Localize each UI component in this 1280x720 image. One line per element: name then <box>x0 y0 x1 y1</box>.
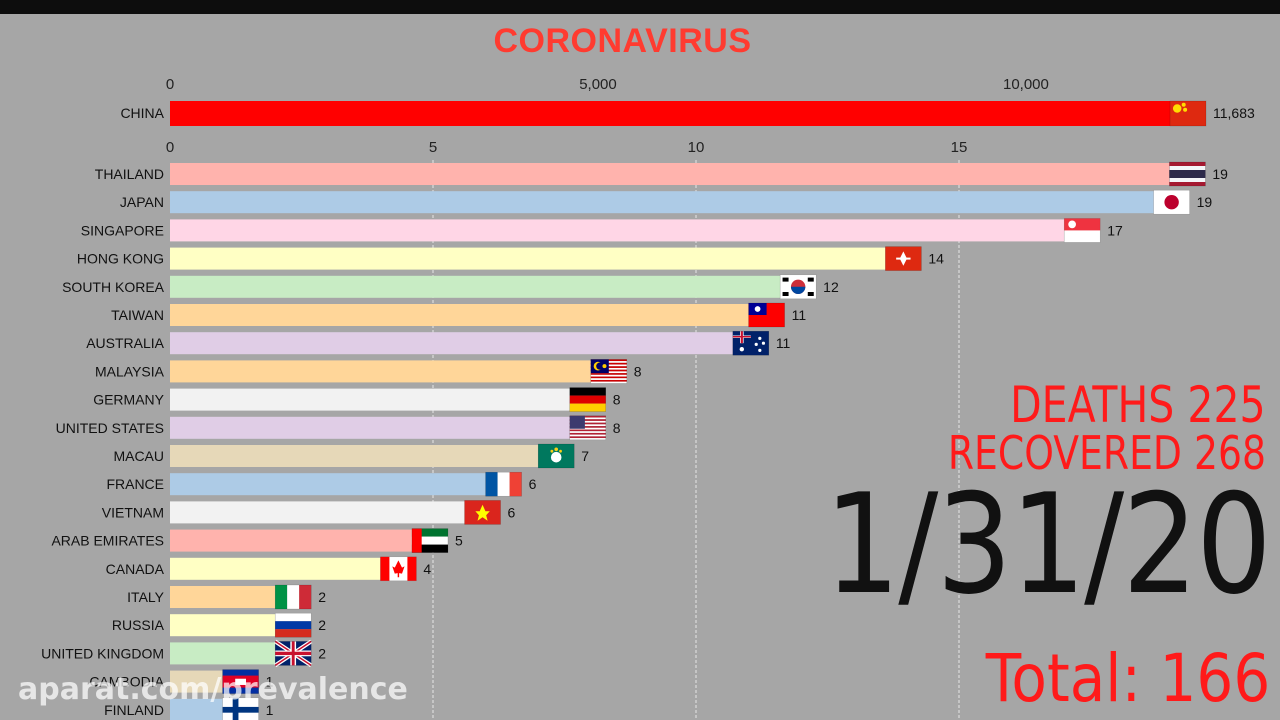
finland-flag-icon <box>222 697 259 720</box>
bar <box>170 416 570 439</box>
bar <box>170 163 1170 185</box>
category-label: FINLAND <box>104 702 164 718</box>
category-label: CHINA <box>120 105 164 121</box>
bar <box>170 332 733 355</box>
bar <box>170 614 276 637</box>
bar <box>170 473 486 496</box>
category-label: CANADA <box>106 561 165 577</box>
current-date: 1/31/20 <box>824 464 1272 625</box>
southkorea-flag-icon <box>779 274 817 300</box>
macau-flag-icon <box>537 443 575 469</box>
value-label: 14 <box>928 251 944 267</box>
value-label: 8 <box>613 420 621 436</box>
china-flag-icon <box>1169 100 1207 127</box>
vietnam-flag-icon <box>464 500 501 525</box>
bar <box>170 101 1170 126</box>
malaysia-flag-icon <box>590 359 628 384</box>
bar <box>170 191 1154 214</box>
value-label: 5 <box>455 533 463 549</box>
thailand-flag-icon <box>1169 161 1206 187</box>
x-tick-label: 0 <box>166 76 174 93</box>
value-label: 11 <box>792 307 807 323</box>
value-label: 6 <box>529 476 537 492</box>
x-tick-label: 5,000 <box>579 76 617 93</box>
bar <box>170 557 381 580</box>
value-label: 2 <box>318 645 326 661</box>
usa-flag-icon <box>569 415 607 441</box>
x-tick-label: 10 <box>688 139 705 156</box>
bar <box>170 501 465 524</box>
x-tick-label: 5 <box>429 139 437 156</box>
uk-flag-icon <box>274 639 313 668</box>
recovered-count: RECOVERED 268 <box>947 426 1266 480</box>
watermark: aparat.com/prevalence <box>18 672 408 707</box>
value-label: 19 <box>1212 166 1228 182</box>
bar <box>170 247 886 270</box>
category-label: ITALY <box>127 589 164 605</box>
value-label: 1 <box>266 674 274 690</box>
russia-flag-icon <box>274 612 312 638</box>
category-label: VIETNAM <box>102 504 164 520</box>
x-tick-label: 10,000 <box>1003 76 1049 93</box>
value-label: 1 <box>266 702 274 718</box>
hongkong-flag-icon <box>885 246 922 271</box>
category-label: HONG KONG <box>77 251 164 267</box>
singapore-flag-icon <box>1063 218 1101 243</box>
australia-flag-icon <box>732 330 770 356</box>
value-label: 11 <box>776 335 791 351</box>
chart-title: CORONAVIRUS <box>493 22 752 60</box>
category-label: TAIWAN <box>111 307 164 323</box>
category-label: UNITED KINGDOM <box>41 645 164 661</box>
value-label: 8 <box>613 392 621 408</box>
category-label: SINGAPORE <box>81 222 164 238</box>
taiwan-flag-icon <box>748 302 785 328</box>
category-label: FRANCE <box>106 476 164 492</box>
deaths-count: DEATHS 225 <box>1010 376 1266 434</box>
bar <box>170 698 223 720</box>
value-label: 2 <box>318 589 326 605</box>
category-label: ARAB EMIRATES <box>51 533 164 549</box>
bar <box>170 360 591 383</box>
value-label: 6 <box>508 504 516 520</box>
value-label: 17 <box>1107 222 1123 238</box>
bar <box>170 445 539 467</box>
x-tick-label: 0 <box>166 139 174 156</box>
value-label: 4 <box>423 561 431 577</box>
category-label: CAMBODIA <box>89 674 164 690</box>
bar <box>170 219 1065 242</box>
category-label: AUSTRALIA <box>86 335 164 351</box>
japan-flag-icon <box>1153 189 1190 215</box>
category-label: RUSSIA <box>112 617 165 633</box>
cambodia-flag-icon <box>222 669 259 694</box>
total-count: Total: 166 <box>985 640 1270 717</box>
top-black-bar <box>0 0 1280 14</box>
category-label: MACAU <box>113 448 164 464</box>
france-flag-icon <box>485 471 522 497</box>
bar <box>170 642 276 665</box>
x-tick-label: 15 <box>951 139 968 156</box>
bar <box>170 670 223 693</box>
bar <box>170 586 276 608</box>
value-label: 2 <box>318 617 326 633</box>
category-label: MALAYSIA <box>95 363 165 379</box>
category-label: THAILAND <box>95 166 164 182</box>
value-label: 8 <box>634 363 642 379</box>
category-label: GERMANY <box>93 392 164 408</box>
value-label: 7 <box>581 448 589 464</box>
bar <box>170 304 749 326</box>
bar <box>170 529 412 552</box>
category-label: SOUTH KOREA <box>62 279 165 295</box>
value-label: 11,683 <box>1213 105 1255 121</box>
value-label: 19 <box>1197 194 1213 210</box>
canada-flag-icon <box>380 556 417 582</box>
germany-flag-icon <box>569 387 607 412</box>
category-label: UNITED STATES <box>56 420 164 436</box>
bar <box>170 275 781 298</box>
value-label: 12 <box>823 279 839 295</box>
italy-flag-icon <box>274 584 312 610</box>
uae-flag-icon <box>411 528 449 553</box>
bar <box>170 388 570 411</box>
category-label: JAPAN <box>120 194 164 210</box>
